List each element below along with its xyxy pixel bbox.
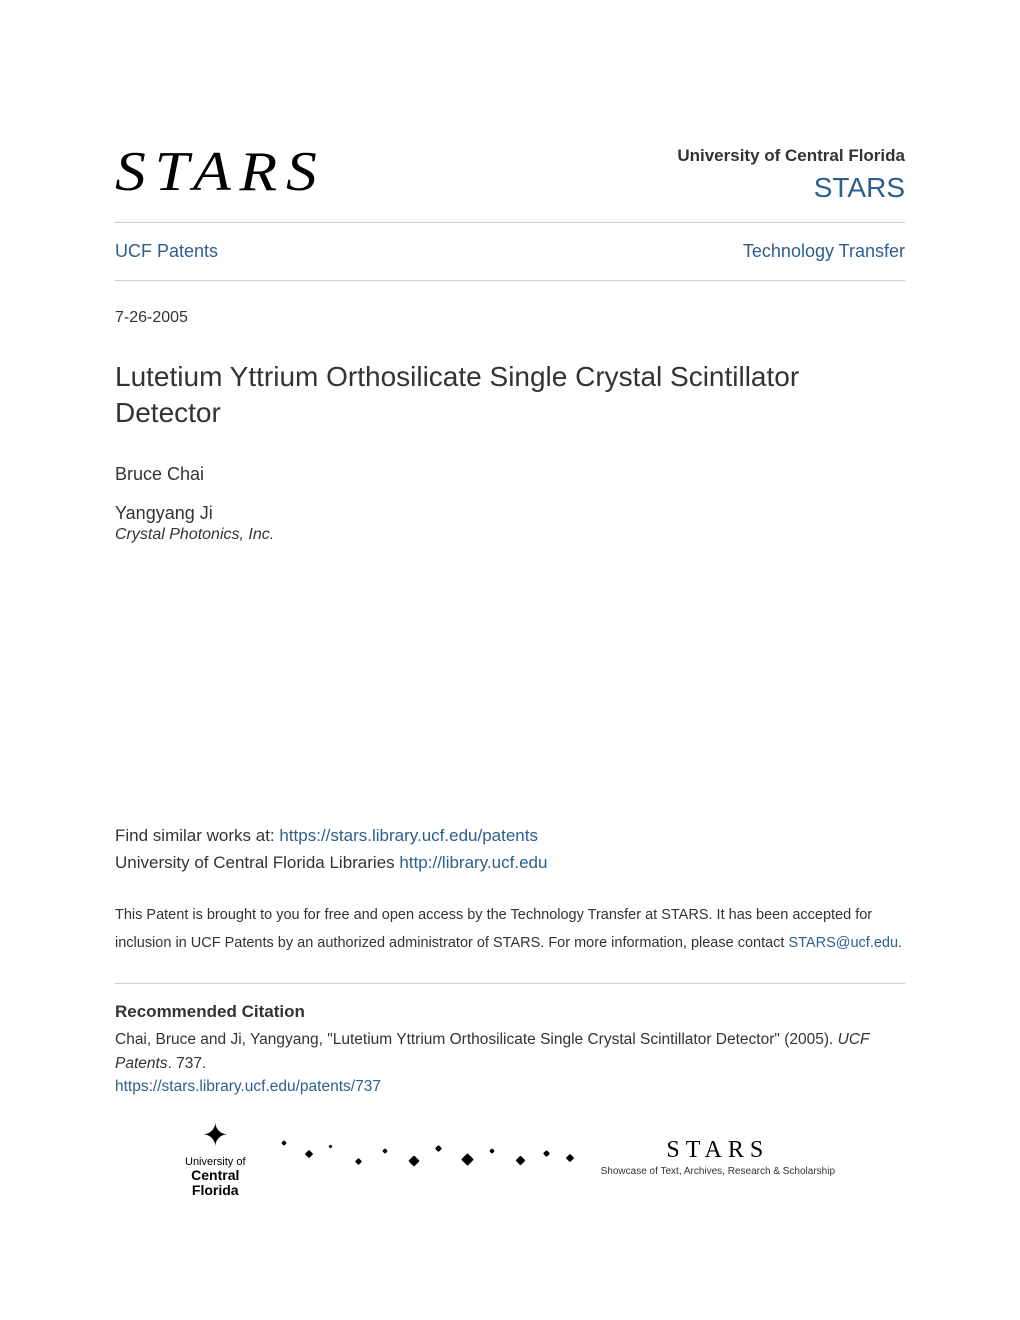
header-right: University of Central Florida STARS <box>677 146 905 204</box>
author-name: Bruce Chai <box>115 464 905 485</box>
ucf-line3: Florida <box>185 1183 246 1198</box>
open-access-statement: This Patent is brought to you for free a… <box>115 902 905 957</box>
contact-email-link[interactable]: STARS@ucf.edu <box>788 935 898 951</box>
stars-footer-logo: STARS Showcase of Text, Archives, Resear… <box>601 1137 835 1177</box>
library-url-link[interactable]: http://library.ucf.edu <box>399 853 547 872</box>
page-title: Lutetium Yttrium Orthosilicate Single Cr… <box>115 359 905 432</box>
author-block-2: Yangyang Ji Crystal Photonics, Inc. <box>115 503 905 544</box>
university-name: University of Central Florida <box>677 146 905 166</box>
stars-footer-text: STARS <box>601 1137 835 1164</box>
nav-row: UCF Patents Technology Transfer <box>115 223 905 280</box>
citation-text: Chai, Bruce and Ji, Yangyang, "Lutetium … <box>115 1028 905 1098</box>
citation-heading: Recommended Citation <box>115 1002 905 1022</box>
access-suffix: . <box>898 935 902 951</box>
pegasus-icon: ✦ <box>202 1116 229 1154</box>
publication-date: 7-26-2005 <box>115 309 905 327</box>
citation-number: . 737. <box>168 1055 207 1072</box>
ucf-patents-link[interactable]: UCF Patents <box>115 241 218 262</box>
header-row: STARS University of Central Florida STAR… <box>115 140 905 204</box>
dots-trail <box>256 1137 591 1177</box>
author-name: Yangyang Ji <box>115 503 905 524</box>
stars-logo: STARS <box>115 140 326 204</box>
spacer <box>115 562 905 822</box>
libraries-prefix: University of Central Florida Libraries <box>115 853 399 872</box>
author-affiliation: Crystal Photonics, Inc. <box>115 526 905 544</box>
stars-repository-link[interactable]: STARS <box>677 172 905 204</box>
citation-block: Recommended Citation Chai, Bruce and Ji,… <box>115 1002 905 1098</box>
ucf-logo-text: University of Central Florida <box>185 1156 246 1199</box>
ucf-line2: Central <box>185 1168 246 1183</box>
author-block-1: Bruce Chai <box>115 464 905 485</box>
access-text-body: This Patent is brought to you for free a… <box>115 907 872 951</box>
citation-body: Chai, Bruce and Ji, Yangyang, "Lutetium … <box>115 1031 838 1048</box>
divider-citation <box>115 983 905 984</box>
divider-nav <box>115 280 905 281</box>
ucf-logo: ✦ University of Central Florida <box>185 1116 246 1199</box>
stars-tagline: Showcase of Text, Archives, Research & S… <box>601 1166 835 1177</box>
patents-url-link[interactable]: https://stars.library.ucf.edu/patents <box>279 826 538 845</box>
footer-logos: ✦ University of Central Florida STARS Sh… <box>115 1116 905 1199</box>
similar-works-section: Find similar works at: https://stars.lib… <box>115 822 905 876</box>
similar-works-prefix: Find similar works at: <box>115 826 279 845</box>
technology-transfer-link[interactable]: Technology Transfer <box>743 241 905 262</box>
citation-url-link[interactable]: https://stars.library.ucf.edu/patents/73… <box>115 1078 381 1095</box>
